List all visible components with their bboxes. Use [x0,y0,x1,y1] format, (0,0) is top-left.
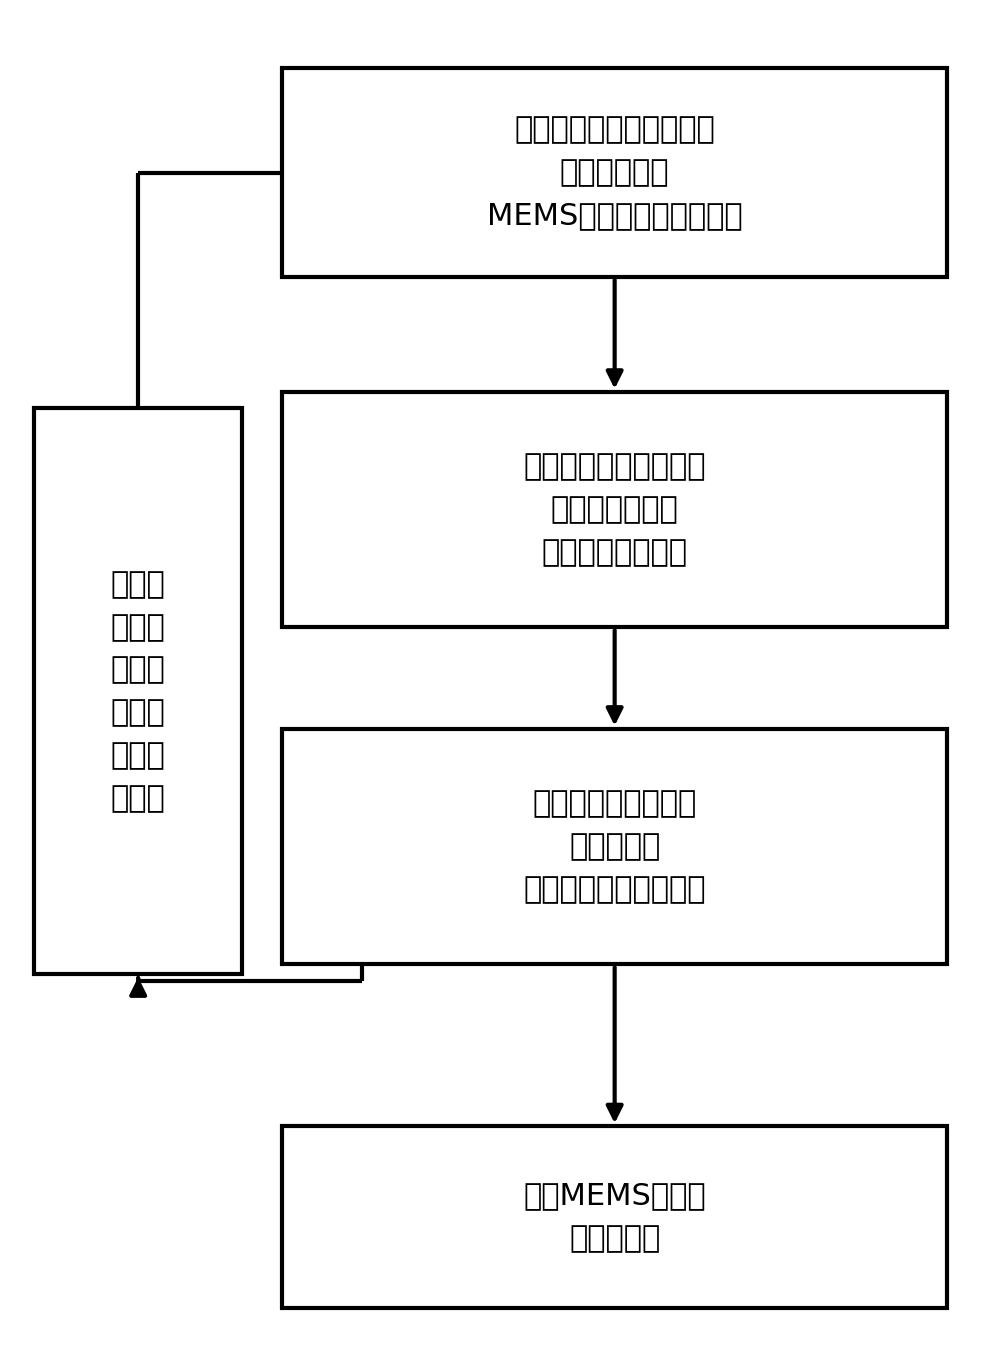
Text: 利用模糊逻辑动态估计
模型参数不确定
带来的未知动力学: 利用模糊逻辑动态估计 模型参数不确定 带来的未知动力学 [524,453,706,567]
Bar [282,1125,947,1309]
Text: 给出模
糊逻辑
权值矩
阵的复
合学习
更新律: 给出模 糊逻辑 权值矩 阵的复 合学习 更新律 [111,570,165,814]
Bar [34,408,242,975]
Text: 引入滑模控制，设计
控制器实现
未知动力学的前馈补偿: 引入滑模控制，设计 控制器实现 未知动力学的前馈补偿 [524,789,706,903]
Text: 考虑制造缺陷和环境因素
的影响，得到
MEMS陀螺仪的动力学模型: 考虑制造缺陷和环境因素 的影响，得到 MEMS陀螺仪的动力学模型 [486,115,743,231]
Bar [282,68,947,277]
Bar [282,392,947,628]
Text: 实现MEMS陀螺的
高精度控制: 实现MEMS陀螺的 高精度控制 [524,1181,706,1253]
Bar [282,728,947,964]
